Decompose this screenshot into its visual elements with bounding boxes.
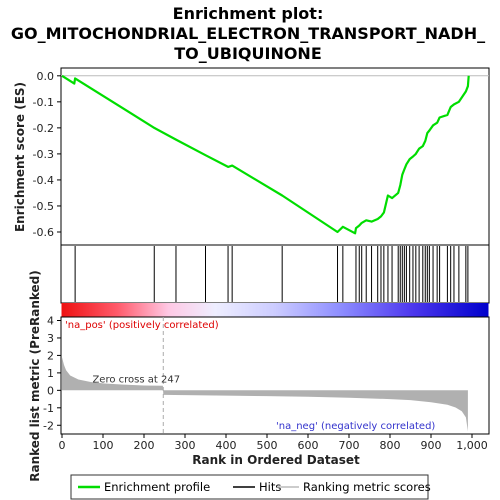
legend-ranking-metric-label: Ranking metric scores [303,480,431,494]
metric-y-tick-label: 0 [47,384,54,397]
es-y-tick-label: -0.4 [33,174,54,187]
es-y-tick-label: -0.3 [33,148,54,161]
x-tick-label: 400 [216,439,237,452]
x-tick-label: 500 [257,439,278,452]
metric-y-axis-label: Ranked list metric (PreRanked) [28,270,42,482]
metric-y-tick-label: -1 [43,402,54,415]
chart-title-line-1: Enrichment plot: [173,4,324,23]
es-y-axis-label: Enrichment score (ES) [13,82,27,232]
x-tick-label: 100 [93,439,114,452]
enrichment-profile-line [61,74,470,235]
chart-title-line-3: TO_UBIQUINONE [174,44,322,63]
x-tick-label: 1,000 [456,439,488,452]
legend-enrichment-profile-label: Enrichment profile [104,480,210,494]
x-tick-label: 300 [175,439,196,452]
metric-y-tick-label: 1 [47,367,54,380]
es-y-tick-label: -0.5 [33,200,54,213]
es-y-axis: 0.0 -0.1 -0.2 -0.3 -0.4 -0.5 -0.6 [33,70,61,239]
metric-y-tick-label: 2 [47,349,54,362]
es-y-tick-label: -0.1 [33,96,54,109]
x-axis-label: Rank in Ordered Dataset [192,453,360,467]
es-y-tick-label: 0.0 [37,70,55,83]
ranking-metric-area [62,357,468,432]
x-tick-label: 900 [421,439,442,452]
metric-y-axis: 4 3 2 1 0 -1 -2 [43,314,61,432]
es-y-tick-label: -0.2 [33,122,54,135]
hit-markers [74,246,469,302]
metric-y-tick-label: -2 [43,419,54,432]
x-tick-label: 800 [380,439,401,452]
metric-y-tick-label: 3 [47,332,54,345]
x-axis: 0 100 200 300 400 500 600 700 800 900 1,000 [59,434,488,452]
rank-color-bar [61,303,489,317]
x-tick-label: 0 [59,439,66,452]
x-tick-label: 600 [298,439,319,452]
es-y-tick-label: -0.6 [33,226,54,239]
zero-cross-label: Zero cross at 247 [92,374,180,385]
chart-title-line-2: GO_MITOCHONDRIAL_ELECTRON_TRANSPORT_NADH… [11,24,485,43]
hits-panel-frame [60,244,490,304]
metric-y-tick-label: 4 [47,314,54,327]
metric-panel-frame [60,316,490,435]
negative-correlation-label: 'na_neg' (negatively correlated) [276,421,435,432]
x-tick-label: 700 [339,439,360,452]
positive-correlation-label: 'na_pos' (positively correlated) [65,320,219,331]
legend-hits-label: Hits [259,480,281,494]
es-panel-frame [60,67,490,246]
x-tick-label: 200 [134,439,155,452]
